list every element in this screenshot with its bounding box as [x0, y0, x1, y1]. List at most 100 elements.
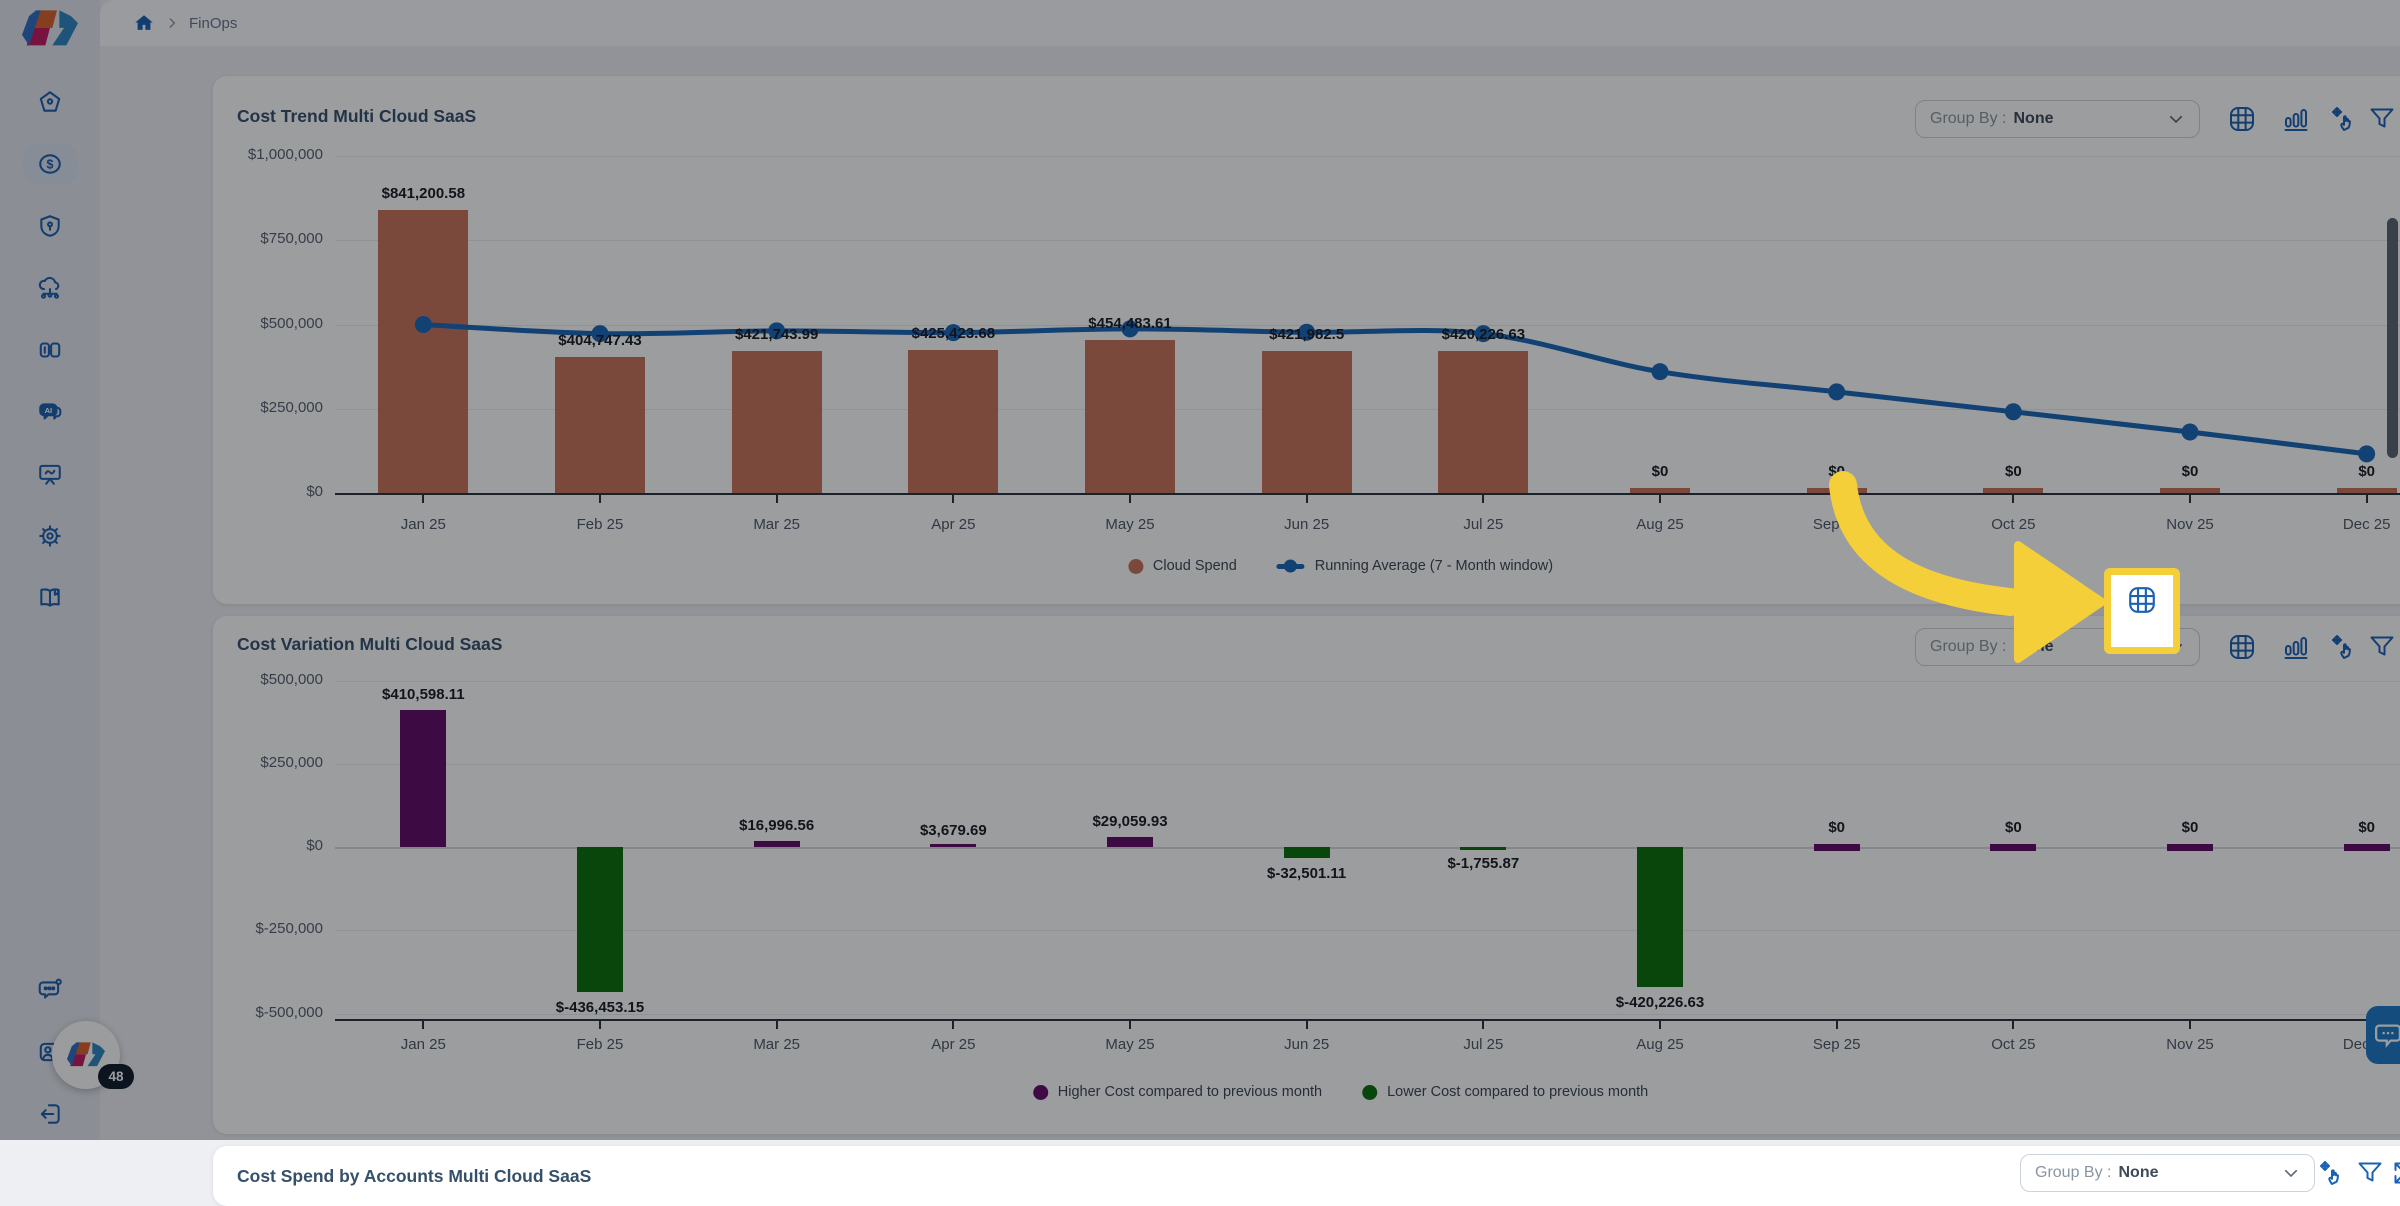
bar-Aug 25[interactable] — [1630, 488, 1690, 493]
value-label: $0 — [1828, 819, 1845, 836]
feedback-chat-icon — [38, 978, 62, 999]
highlighted-table-view-button[interactable] — [2104, 568, 2180, 654]
group-by-label: Group By : — [1930, 110, 2007, 127]
home-pentagon-icon — [39, 91, 61, 112]
x-axis-label: Jul 25 — [1463, 516, 1504, 533]
filter-button[interactable] — [2365, 102, 2399, 136]
bar-Feb 25[interactable] — [577, 847, 623, 993]
legend-item[interactable]: Running Average (7 - Month window) — [1276, 558, 1554, 574]
legend-item[interactable]: Cloud Spend — [1127, 558, 1237, 574]
bar-Jun 25[interactable] — [1283, 847, 1330, 858]
bar-view-button[interactable] — [2279, 102, 2313, 136]
svg-text:AI: AI — [45, 406, 53, 415]
table-view-button[interactable] — [2225, 102, 2259, 136]
legend-label: Cloud Spend — [1152, 558, 1237, 574]
bar-May 25[interactable] — [1107, 837, 1153, 847]
card-cost-variation: Cost Variation Multi Cloud SaaS Group By… — [213, 616, 2400, 1134]
pan-button[interactable] — [2326, 102, 2360, 136]
sidebar-item-cloud-resources[interactable] — [23, 268, 77, 308]
pan-button[interactable] — [2326, 630, 2360, 664]
legend-dot-marker — [1127, 558, 1143, 574]
axis-tick — [775, 495, 778, 503]
bar-Sep 25[interactable] — [1813, 844, 1860, 851]
x-axis-label: Mar 25 — [753, 516, 800, 533]
sidebar-item-home[interactable] — [23, 82, 77, 122]
funnel-icon — [2370, 108, 2394, 128]
expand-button[interactable] — [2388, 1156, 2400, 1190]
breadcrumb-home-button[interactable] — [133, 12, 155, 34]
value-label: $0 — [1651, 463, 1669, 480]
sidebar-item-cost[interactable]: $ — [23, 144, 77, 184]
sidebar-item-ai-assistant[interactable]: AI — [23, 392, 77, 432]
value-label: $0 — [2358, 463, 2375, 480]
tour-step-badge: 48 — [98, 1064, 134, 1089]
bar-Mar 25[interactable] — [753, 841, 800, 847]
split-panels-icon — [39, 342, 61, 358]
pan-button[interactable] — [2314, 1156, 2348, 1190]
app-logo[interactable] — [22, 8, 78, 50]
axis-tick — [599, 495, 601, 503]
filter-button[interactable] — [2353, 1156, 2387, 1190]
x-axis-label: Feb 25 — [576, 1036, 624, 1053]
x-axis-label: Oct 25 — [1991, 1036, 2036, 1053]
legend-item[interactable]: Lower Cost compared to previous month — [1362, 1084, 1648, 1100]
bar-Apr 25[interactable] — [930, 844, 977, 847]
x-axis-label: Sep 25 — [1812, 1036, 1861, 1053]
group-by-dropdown[interactable]: Group By : None — [1915, 100, 2200, 138]
sidebar-item-settings[interactable] — [23, 516, 77, 556]
chevron-down-icon — [2282, 1164, 2300, 1182]
card-header: Cost Spend by Accounts Multi Cloud SaaS … — [213, 1154, 2400, 1198]
presentation-chart-icon — [39, 464, 61, 485]
gridline — [335, 930, 2400, 932]
dollar-coin-icon: $ — [39, 154, 61, 174]
sidebar-item-reports[interactable] — [23, 454, 77, 494]
x-axis-label: Nov 25 — [2166, 1036, 2214, 1053]
bar-Nov 25[interactable] — [2167, 844, 2213, 851]
legend: Cloud Spend Running Average (7 - Month wi… — [1127, 558, 1554, 574]
sidebar-item-compare[interactable] — [23, 330, 77, 370]
sidebar-item-docs[interactable] — [23, 578, 77, 618]
bar-Jul 25[interactable] — [1460, 847, 1507, 850]
table-view-icon — [2230, 635, 2254, 659]
gridline — [335, 763, 2400, 765]
value-label: $-420,226.63 — [1615, 993, 1705, 1011]
table-view-icon — [2129, 587, 2155, 613]
legend-dot-marker — [1362, 1084, 1378, 1100]
bar-view-button[interactable] — [2279, 630, 2313, 664]
value-label: $0 — [2004, 819, 2022, 836]
bar-Jan 25[interactable] — [400, 710, 447, 847]
bar-chart-icon — [2284, 637, 2308, 659]
value-label: $421,982.5 — [1269, 325, 1345, 343]
scrollbar-thumb[interactable] — [2387, 218, 2398, 458]
filter-button[interactable] — [2365, 630, 2399, 664]
axis-tick — [422, 1021, 425, 1029]
sidebar-item-feedback[interactable] — [23, 970, 77, 1010]
axis-tick — [2189, 1021, 2191, 1029]
table-view-icon — [2230, 107, 2254, 131]
bar-Dec 25[interactable] — [2336, 488, 2397, 493]
chat-widget-button[interactable] — [2366, 1006, 2400, 1064]
x-axis-label: Feb 25 — [576, 516, 624, 533]
tour-widget[interactable]: 48 — [52, 1021, 134, 1089]
card-title: Cost Spend by Accounts Multi Cloud SaaS — [237, 1166, 592, 1186]
tour-logo-icon — [67, 1042, 105, 1067]
value-label: $3,679.69 — [919, 821, 987, 839]
bar-Oct 25[interactable] — [1990, 844, 2037, 851]
card-title: Cost Variation Multi Cloud SaaS — [237, 634, 503, 654]
axis-tick — [1659, 495, 1661, 503]
value-label: $0 — [2181, 819, 2199, 836]
legend-label: Running Average (7 - Month window) — [1314, 558, 1554, 574]
funnel-icon — [2370, 636, 2394, 656]
y-axis-label: $500,000 — [260, 670, 323, 688]
sidebar-item-logout[interactable] — [23, 1094, 77, 1134]
table-view-button[interactable] — [2225, 630, 2259, 664]
breadcrumb[interactable]: FinOps — [189, 14, 238, 32]
bar-Nov 25[interactable] — [2160, 488, 2220, 493]
group-by-dropdown[interactable]: Group By : None — [2020, 1154, 2315, 1192]
bar-Dec 25[interactable] — [2343, 844, 2390, 851]
sidebar-item-security[interactable] — [23, 206, 77, 246]
axis-tick — [1659, 1021, 1661, 1029]
legend-item[interactable]: Higher Cost compared to previous month — [1032, 1084, 1322, 1100]
y-axis-label: $750,000 — [260, 230, 323, 248]
bar-Aug 25[interactable] — [1637, 847, 1683, 987]
